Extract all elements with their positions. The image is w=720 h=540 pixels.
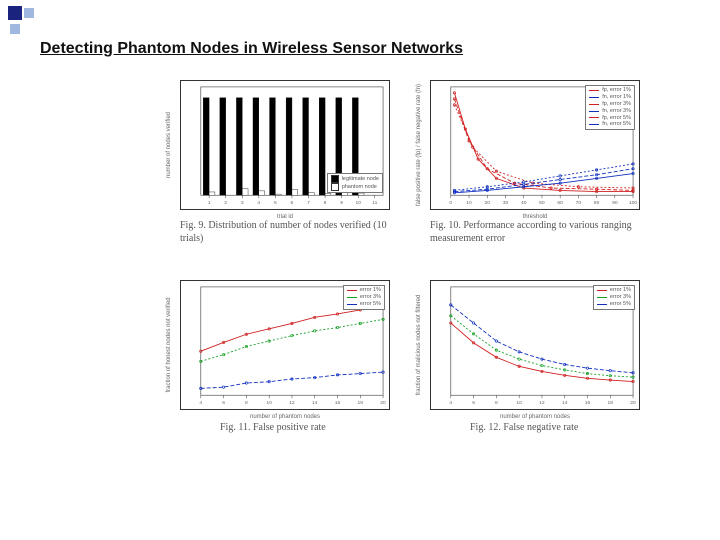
svg-text:16: 16 [335,400,341,406]
svg-text:18: 18 [608,400,614,406]
fig9: 1234567891011 number of nodes verified t… [180,80,390,210]
slide-title: Detecting Phantom Nodes in Wireless Sens… [40,40,463,58]
fig12-ylabel: fraction of malicious nodes not filtered [416,295,422,396]
svg-text:20: 20 [485,200,491,206]
svg-text:20: 20 [380,400,386,406]
svg-text:80: 80 [594,200,600,206]
svg-text:11: 11 [372,200,377,206]
svg-text:8: 8 [324,200,327,206]
slide: Detecting Phantom Nodes in Wireless Sens… [0,0,720,540]
svg-text:8: 8 [245,400,248,406]
svg-text:0: 0 [449,200,452,206]
fig10-caption: Fig. 10. Performance according to variou… [430,220,640,245]
svg-text:8: 8 [495,400,498,406]
svg-text:90: 90 [612,200,618,206]
fig9-caption: Fig. 9. Distribution of number of nodes … [180,220,390,245]
svg-text:40: 40 [521,200,527,206]
fig12-caption: Fig. 12. False negative rate [470,422,578,435]
svg-text:10: 10 [266,400,272,406]
fig11-legend: error 1%error 3%error 5% [343,285,385,310]
fig12-xlabel: number of phantom nodes [500,414,570,420]
svg-text:6: 6 [222,400,225,406]
svg-text:100: 100 [629,200,637,206]
svg-text:10: 10 [355,200,361,206]
svg-text:7: 7 [307,200,310,206]
svg-text:4: 4 [257,200,260,206]
fig12-legend: error 1%error 3%error 5% [593,285,635,310]
svg-text:14: 14 [562,400,568,406]
svg-text:10: 10 [466,200,472,206]
fig10-legend: fp, error 1%fn, error 1%fp, error 3%fn, … [585,85,635,130]
svg-text:20: 20 [630,400,636,406]
fig-row-2: 468101214161820 fraction of honest nodes… [180,280,650,430]
svg-text:4: 4 [449,400,452,406]
svg-text:12: 12 [539,400,545,406]
svg-text:70: 70 [576,200,582,206]
svg-text:5: 5 [274,200,277,206]
svg-text:30: 30 [503,200,509,206]
fig11-ylabel: fraction of honest nodes not verified [166,297,172,392]
svg-text:10: 10 [516,400,522,406]
svg-text:12: 12 [289,400,295,406]
svg-text:18: 18 [358,400,364,406]
svg-text:14: 14 [312,400,318,406]
svg-text:3: 3 [241,200,244,206]
svg-text:60: 60 [557,200,563,206]
fig10-ylabel: false positive rate (fp) / false negativ… [416,84,422,206]
fig11-xlabel: number of phantom nodes [250,414,320,420]
svg-text:50: 50 [539,200,545,206]
fig11: 468101214161820 fraction of honest nodes… [180,280,390,410]
svg-text:4: 4 [199,400,202,406]
fig-row-1: 1234567891011 number of nodes verified t… [180,80,650,230]
fig12: 468101214161820 fraction of malicious no… [430,280,640,410]
svg-text:6: 6 [472,400,475,406]
fig11-caption: Fig. 11. False positive rate [220,422,326,435]
svg-text:9: 9 [340,200,343,206]
fig9-ylabel: number of nodes verified [166,112,172,178]
accent-icon [8,6,40,38]
fig10: 0102030405060708090100 false positive ra… [430,80,640,210]
svg-text:1: 1 [208,200,211,206]
svg-text:16: 16 [585,400,591,406]
fig9-legend: legitimate node phantom node [327,173,383,193]
svg-text:6: 6 [291,200,294,206]
svg-text:2: 2 [224,200,227,206]
